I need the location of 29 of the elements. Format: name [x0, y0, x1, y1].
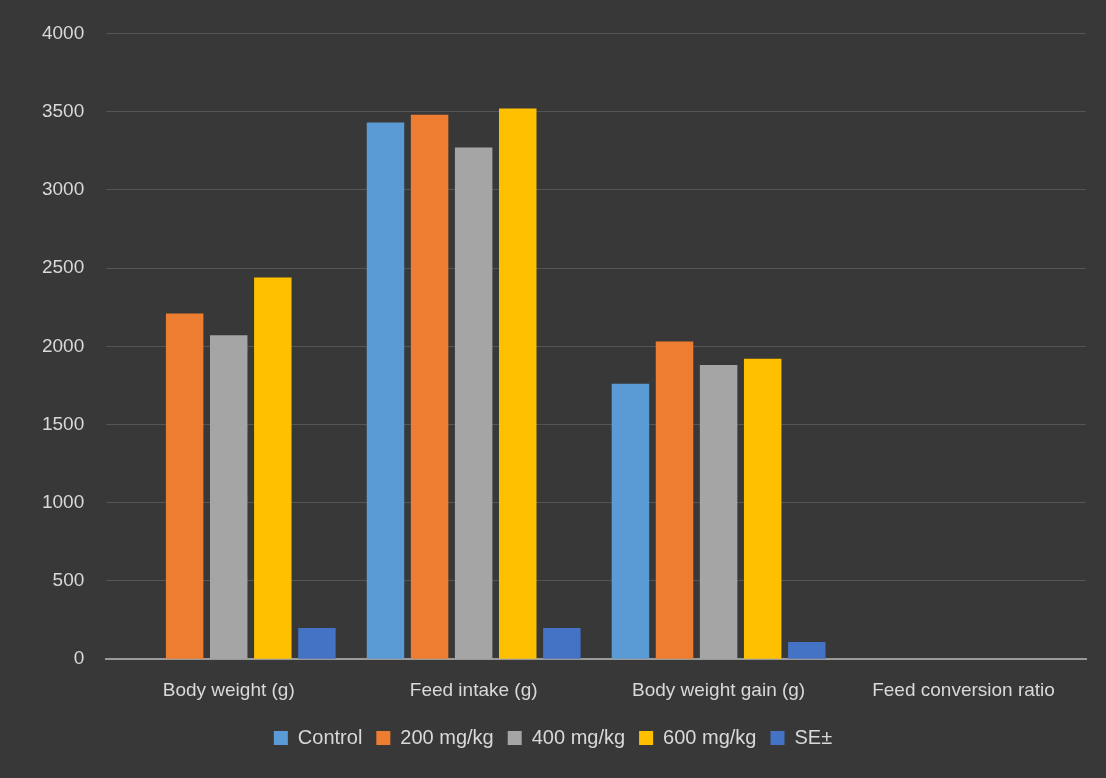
y-tick-label: 500	[52, 569, 85, 591]
y-tick-label: 3500	[41, 99, 85, 121]
bar	[788, 641, 826, 659]
bar	[366, 122, 405, 659]
x-tick-label: Feed conversion ratio	[872, 678, 1055, 700]
x-tick-label: Body weight gain (g)	[631, 678, 806, 700]
bar	[165, 313, 204, 659]
y-tick-label: 0	[73, 647, 85, 669]
x-tick-label: Body weight (g)	[162, 678, 295, 700]
bar	[254, 277, 292, 659]
legend-label: SE±	[794, 725, 833, 748]
bar	[410, 114, 449, 659]
y-tick-label: 1000	[41, 490, 85, 512]
bar	[655, 341, 694, 659]
bar	[499, 108, 537, 659]
legend-label: 600 mg/kg	[663, 725, 757, 748]
y-tick-label: 2500	[41, 256, 85, 278]
legend-label: 200 mg/kg	[400, 725, 494, 748]
x-tick-label: Feed intake (g)	[409, 678, 538, 700]
y-tick-label: 2000	[41, 334, 85, 356]
bar	[611, 383, 650, 659]
y-tick-label: 1500	[41, 412, 85, 434]
y-tick-label: 3000	[41, 178, 85, 200]
bar	[298, 627, 336, 659]
bar	[543, 627, 581, 659]
y-tick-label: 4000	[41, 21, 85, 43]
bar	[743, 358, 782, 659]
legend-label: Control	[297, 725, 363, 748]
legend-label: 400 mg/kg	[531, 725, 626, 748]
